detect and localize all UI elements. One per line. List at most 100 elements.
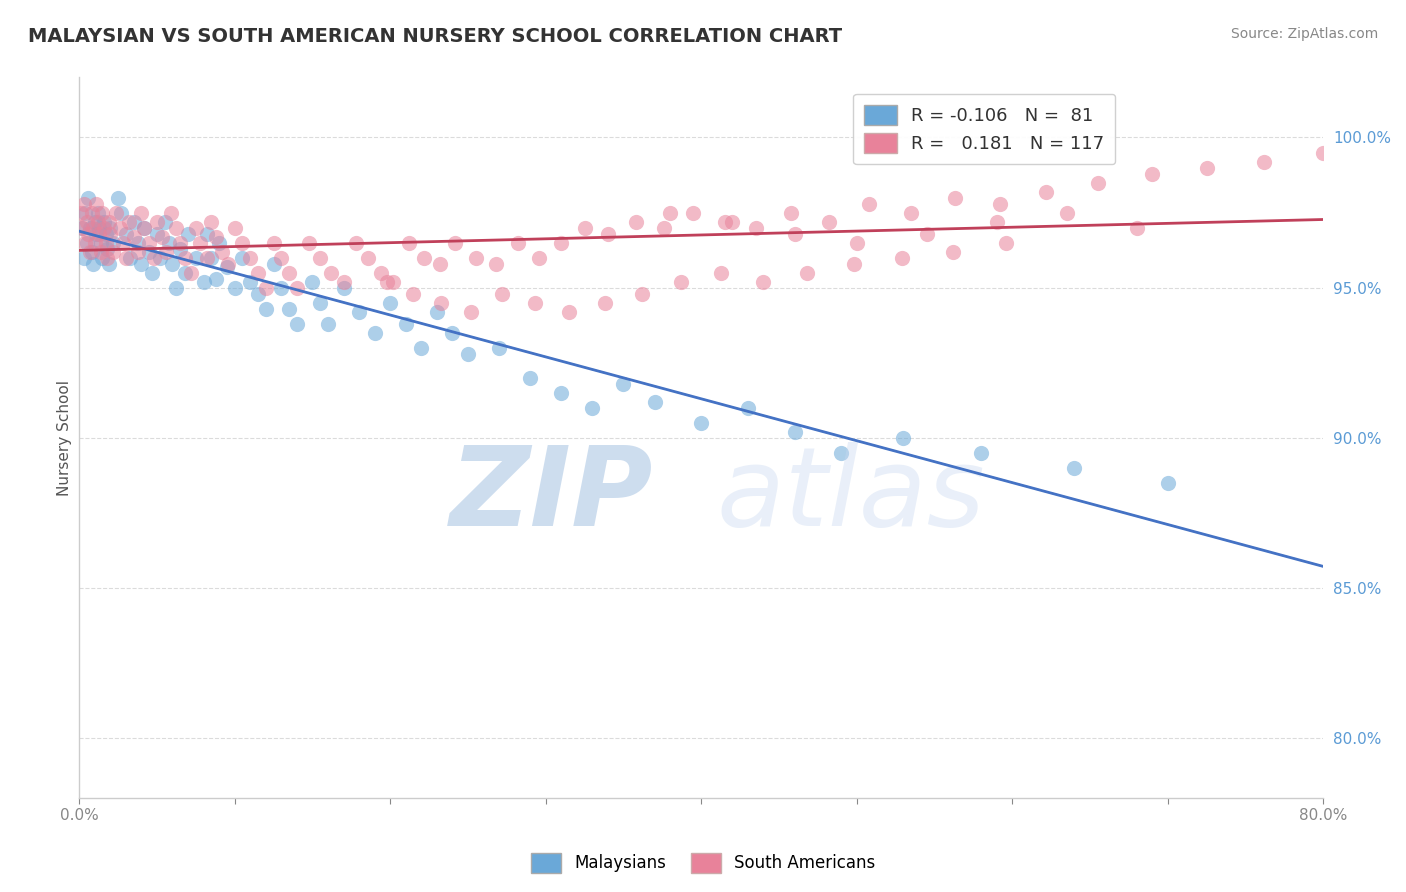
Point (357, 251, 380, 265)
Point (146, 227, 169, 241)
Point (224, 220, 246, 235)
Point (231, 235, 253, 250)
Point (1253, 154, 1275, 169)
Point (285, 317, 308, 331)
Point (87, 214, 110, 228)
Legend: Malaysians, South Americans: Malaysians, South Americans (524, 847, 882, 880)
Point (845, 235, 868, 250)
Point (332, 275, 354, 289)
Point (180, 266, 202, 280)
Point (205, 229, 228, 244)
Text: MALAYSIAN VS SOUTH AMERICAN NURSERY SCHOOL CORRELATION CHART: MALAYSIAN VS SOUTH AMERICAN NURSERY SCHO… (28, 27, 842, 45)
Point (254, 301, 277, 316)
Text: ZIP: ZIP (450, 442, 654, 549)
Point (93, 214, 115, 228)
Point (157, 235, 180, 250)
Point (77, 190, 100, 204)
Point (80, 244, 103, 259)
Point (457, 347, 479, 361)
Point (309, 295, 332, 310)
Point (710, 266, 733, 280)
Point (713, 214, 735, 228)
Point (239, 251, 262, 265)
Point (444, 235, 467, 250)
Point (76, 214, 98, 228)
Point (370, 266, 392, 280)
Point (97, 214, 120, 228)
Point (942, 244, 965, 259)
Y-axis label: Nursery School: Nursery School (58, 380, 72, 496)
Point (430, 295, 453, 310)
Point (690, 416, 713, 430)
Point (395, 317, 418, 331)
Point (173, 266, 195, 280)
Point (91, 205, 114, 219)
Point (200, 251, 222, 265)
Point (141, 266, 163, 280)
Point (190, 235, 212, 250)
Point (796, 266, 818, 280)
Point (134, 220, 156, 235)
Point (893, 431, 915, 445)
Point (155, 244, 177, 259)
Point (900, 205, 922, 219)
Point (75, 205, 97, 219)
Point (108, 220, 131, 235)
Point (79, 244, 101, 259)
Point (195, 251, 218, 265)
Point (82, 220, 104, 235)
Point (205, 271, 228, 285)
Point (89, 220, 111, 235)
Point (193, 275, 215, 289)
Point (138, 235, 160, 250)
Point (382, 275, 405, 289)
Point (98, 220, 121, 235)
Point (169, 242, 191, 256)
Point (149, 251, 172, 265)
Point (1063, 460, 1085, 475)
Point (344, 235, 367, 250)
Point (842, 257, 865, 271)
Point (363, 326, 385, 340)
Point (146, 214, 169, 228)
Point (111, 235, 134, 250)
Point (426, 304, 449, 318)
Point (817, 214, 839, 228)
Point (485, 257, 508, 271)
Point (631, 286, 654, 301)
Point (73, 251, 96, 265)
Point (90, 235, 112, 250)
Point (988, 196, 1011, 211)
Point (79, 220, 101, 235)
Point (624, 214, 647, 228)
Point (1312, 145, 1334, 160)
Point (263, 257, 285, 271)
Point (208, 235, 231, 250)
Point (519, 370, 541, 384)
Point (558, 304, 581, 318)
Point (550, 235, 572, 250)
Point (1195, 161, 1218, 175)
Point (593, 295, 616, 310)
Point (783, 227, 806, 241)
Point (659, 205, 682, 219)
Point (160, 205, 183, 219)
Point (783, 425, 806, 439)
Point (332, 280, 354, 294)
Point (915, 227, 938, 241)
Legend: R = -0.106   N =  81, R =   0.181   N = 117: R = -0.106 N = 81, R = 0.181 N = 117 (853, 94, 1115, 164)
Point (211, 244, 233, 259)
Point (131, 205, 153, 219)
Point (752, 275, 775, 289)
Point (464, 251, 486, 265)
Point (97, 257, 120, 271)
Point (460, 304, 482, 318)
Point (721, 214, 744, 228)
Point (246, 286, 269, 301)
Point (131, 257, 153, 271)
Point (411, 341, 433, 355)
Point (69, 205, 91, 219)
Point (278, 266, 301, 280)
Point (165, 220, 187, 235)
Point (986, 214, 1008, 228)
